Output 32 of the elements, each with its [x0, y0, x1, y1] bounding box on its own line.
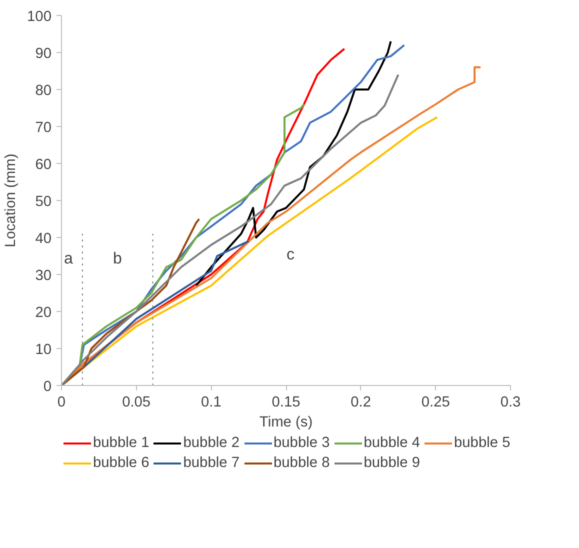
y-tick-label: 100 [27, 9, 52, 25]
legend-label: bubble 8 [274, 455, 330, 471]
y-tick-label: 30 [35, 268, 52, 284]
legend-label: bubble 5 [454, 435, 510, 451]
legend-label: bubble 2 [183, 435, 240, 451]
y-axis-title: Location (mm) [3, 154, 20, 248]
x-tick-label: 0.2 [350, 394, 372, 410]
legend-label: bubble 9 [364, 455, 420, 471]
y-tick-label: 80 [35, 83, 52, 99]
y-tick-label: 70 [35, 120, 52, 136]
x-tick-label: 0 [57, 394, 66, 410]
x-tick-label: 0.3 [500, 394, 521, 410]
legend-label: bubble 6 [93, 455, 150, 471]
x-tick-label: 0.15 [272, 394, 300, 410]
legend-label: bubble 3 [274, 435, 330, 451]
y-tick-label: 60 [35, 157, 52, 173]
legend-label: bubble 1 [93, 435, 150, 451]
legend-label: bubble 7 [183, 455, 240, 471]
y-tick-label: 10 [35, 342, 52, 358]
y-tick-label: 0 [43, 379, 52, 395]
annotation: c [286, 246, 294, 264]
x-axis-title: Time (s) [259, 414, 313, 430]
annotation: b [113, 250, 122, 268]
x-tick-label: 0.25 [421, 394, 450, 410]
x-tick-label: 0.05 [122, 394, 151, 410]
y-tick-label: 90 [35, 46, 52, 62]
x-tick-label: 0.1 [200, 394, 222, 410]
y-tick-label: 50 [35, 194, 52, 210]
annotation: a [64, 250, 74, 268]
y-tick-label: 20 [35, 305, 52, 321]
legend-label: bubble 4 [364, 435, 420, 451]
y-tick-label: 40 [35, 231, 52, 247]
